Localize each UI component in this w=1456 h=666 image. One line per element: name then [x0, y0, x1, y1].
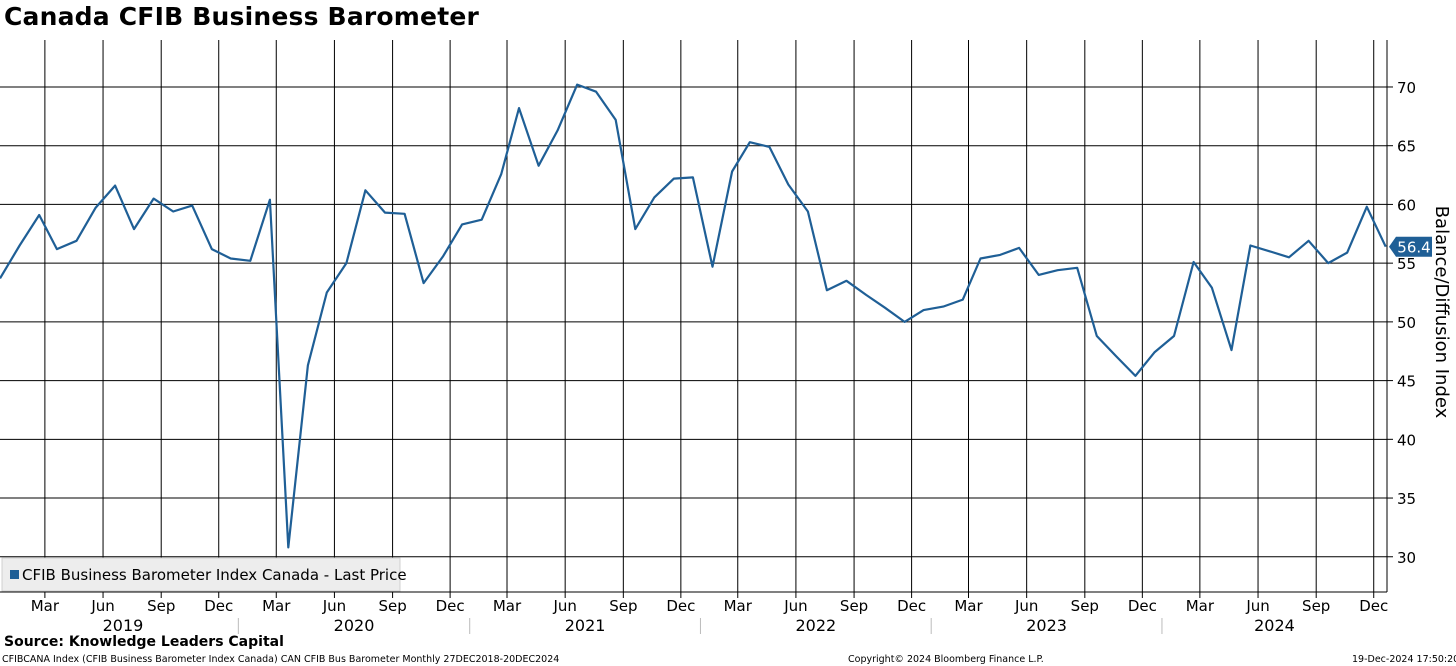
x-axis: Mar Jun Sep Dec Mar Jun Sep Dec Mar Jun Sep Dec Mar J… — [0, 591, 1388, 635]
x-tick-label: Mar — [262, 597, 291, 615]
source-note: Source: Knowledge Leaders Capital — [4, 634, 284, 650]
x-tick-label: Sep — [1071, 597, 1099, 615]
x-year-label: 2021 — [565, 616, 606, 635]
footer-description: CFIBCANA Index (CFIB Business Barometer … — [2, 654, 560, 665]
y-tick-label: 40 — [1397, 431, 1416, 449]
y-tick-label: 65 — [1397, 138, 1416, 156]
y-tick-label: 60 — [1397, 196, 1416, 214]
x-tick-label: Mar — [724, 597, 753, 615]
chart-legend: CFIB Business Barometer Index Canada - L… — [1, 557, 407, 592]
x-year-label: 2024 — [1254, 616, 1295, 635]
x-tick-label: Jun — [552, 597, 576, 615]
chart-plot-area — [0, 83, 1387, 549]
x-year-label: 2020 — [334, 616, 375, 635]
x-tick-label: Jun — [1245, 597, 1269, 615]
legend-label: CFIB Business Barometer Index Canada - L… — [22, 566, 407, 584]
x-tick-label: Dec — [666, 597, 695, 615]
x-tick-label: Jun — [1014, 597, 1038, 615]
x-year-label: 2023 — [1026, 616, 1067, 635]
y-tick-label: 35 — [1397, 490, 1416, 508]
x-tick-label: Sep — [609, 597, 637, 615]
x-tick-label: Jun — [90, 597, 114, 615]
x-tick-label: Sep — [840, 597, 868, 615]
y-tick-label: 30 — [1397, 549, 1416, 567]
footer-timestamp: 19-Dec-2024 17:50:20 — [1352, 654, 1456, 665]
x-tick-label: Jun — [783, 597, 807, 615]
series-line — [0, 83, 1387, 549]
x-tick-label: Mar — [1186, 597, 1215, 615]
last-value-label: 56.4 — [1397, 239, 1430, 257]
last-value-box — [1389, 236, 1432, 257]
y-tick-label: 50 — [1397, 314, 1416, 332]
y-tick-label: 55 — [1397, 255, 1416, 273]
x-tick-label: Dec — [1359, 597, 1388, 615]
y-axis: 30 35 40 45 50 55 60 65 70 Balance/Diffusion Inde… — [1386, 40, 1452, 592]
x-year-label: 2022 — [795, 616, 836, 635]
x-tick-label: Sep — [147, 597, 175, 615]
x-tick-label: Mar — [31, 597, 60, 615]
chart-grid — [0, 40, 1387, 592]
legend-swatch — [10, 570, 19, 579]
x-tick-label: Sep — [1302, 597, 1330, 615]
y-tick-label: 45 — [1397, 373, 1416, 391]
x-tick-label: Mar — [493, 597, 522, 615]
y-axis-title: Balance/Diffusion Index — [1431, 206, 1452, 419]
footer-copyright: Copyright© 2024 Bloomberg Finance L.P. — [848, 654, 1044, 665]
x-tick-label: Dec — [1128, 597, 1157, 615]
x-tick-label: Jun — [322, 597, 346, 615]
x-tick-label: Dec — [204, 597, 233, 615]
chart-title: Canada CFIB Business Barometer — [4, 2, 480, 31]
x-tick-label: Mar — [954, 597, 983, 615]
x-year-label: 2019 — [103, 616, 144, 635]
y-tick-label: 70 — [1397, 79, 1416, 97]
x-tick-label: Dec — [897, 597, 926, 615]
legend-box — [1, 557, 401, 592]
x-tick-label: Dec — [436, 597, 465, 615]
x-tick-label: Sep — [378, 597, 406, 615]
